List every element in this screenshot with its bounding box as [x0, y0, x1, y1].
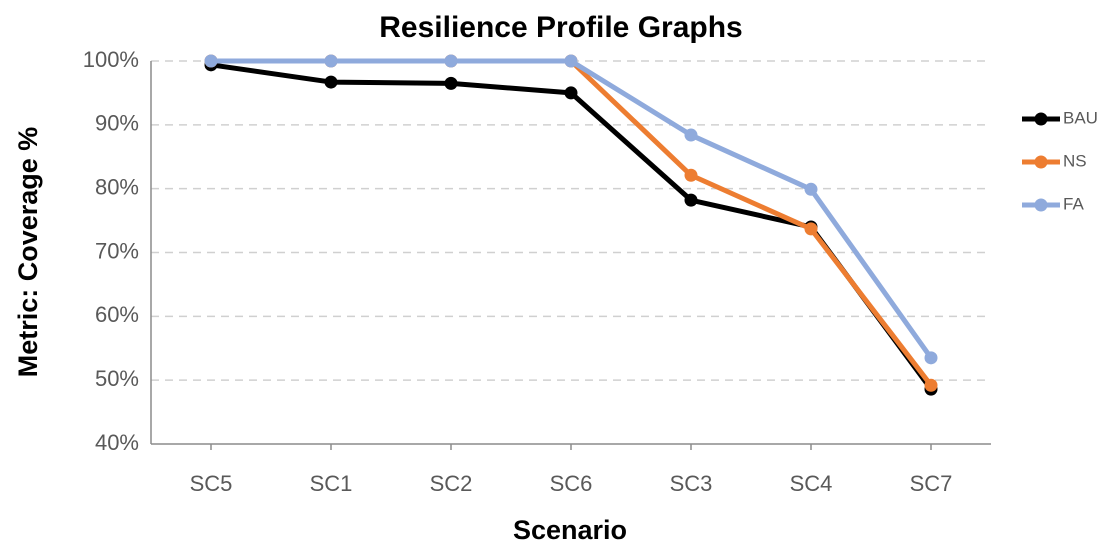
legend-marker	[1034, 112, 1048, 126]
data-point	[444, 54, 458, 68]
x-tick-label: SC7	[910, 471, 953, 496]
y-tick-label: 80%	[95, 174, 139, 199]
legend-marker	[1034, 155, 1048, 169]
y-tick-label: 100%	[83, 47, 139, 72]
x-tick-label: SC1	[310, 471, 353, 496]
legend-label: BAU	[1063, 108, 1098, 127]
x-tick-label: SC3	[670, 471, 713, 496]
x-tick-label: SC2	[430, 471, 473, 496]
y-tick-label: 40%	[95, 430, 139, 455]
data-point	[804, 182, 818, 196]
data-point	[684, 128, 698, 142]
y-tick-label: 50%	[95, 366, 139, 391]
series-line	[211, 58, 933, 387]
data-point	[924, 351, 938, 365]
data-point	[684, 193, 698, 207]
x-tick-label: SC6	[550, 471, 593, 496]
data-point	[324, 75, 338, 89]
data-point	[564, 54, 578, 68]
y-axis-label: Metric: Coverage %	[13, 127, 43, 378]
data-point	[924, 378, 938, 392]
data-point	[684, 168, 698, 182]
y-tick-label: 90%	[95, 111, 139, 136]
data-point	[804, 222, 818, 236]
series-line	[211, 58, 934, 360]
chart-title: Resilience Profile Graphs	[379, 11, 742, 44]
y-tick-label: 70%	[95, 238, 139, 263]
data-point	[204, 54, 218, 68]
series-line	[210, 62, 934, 391]
legend-label: FA	[1063, 194, 1084, 213]
data-point	[444, 76, 458, 90]
x-axis-label: Scenario	[513, 515, 627, 545]
x-tick-label: SC5	[190, 471, 233, 496]
legend-marker	[1034, 198, 1048, 212]
x-tick-label: SC4	[790, 471, 833, 496]
data-point	[564, 86, 578, 100]
data-point	[324, 54, 338, 68]
y-tick-label: 60%	[95, 302, 139, 327]
legend-label: NS	[1063, 151, 1087, 170]
